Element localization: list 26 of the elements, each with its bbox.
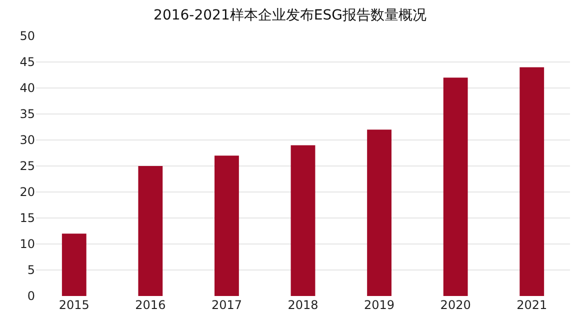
bar <box>520 67 544 296</box>
x-tick-label: 2019 <box>364 298 395 312</box>
y-tick-label: 50 <box>20 29 35 44</box>
y-tick-label: 35 <box>20 107 35 122</box>
chart-title: 2016-2021样本企业发布ESG报告数量概况 <box>154 8 426 24</box>
x-tick-label: 2015 <box>58 298 90 312</box>
x-tick-label: 2020 <box>440 298 471 312</box>
bar <box>290 145 316 296</box>
x-tick-label: 2016 <box>135 298 166 312</box>
bar <box>443 78 468 296</box>
y-tick-label: 30 <box>20 133 35 148</box>
y-tick-label: 0 <box>27 289 35 304</box>
y-tick-label: 25 <box>20 159 35 174</box>
x-tick-label: 2018 <box>288 298 318 312</box>
x-tick-label: 2021 <box>516 298 548 312</box>
bar <box>62 234 86 296</box>
bar <box>138 166 163 296</box>
bar <box>214 156 239 296</box>
y-tick-label: 20 <box>20 185 35 200</box>
y-tick-label: 15 <box>20 211 35 226</box>
bar <box>367 130 392 296</box>
y-tick-label: 45 <box>20 55 35 70</box>
y-tick-label: 10 <box>20 237 35 252</box>
x-tick-label: 2017 <box>211 298 242 312</box>
y-tick-label: 5 <box>27 263 35 278</box>
y-tick-label: 40 <box>20 81 35 96</box>
